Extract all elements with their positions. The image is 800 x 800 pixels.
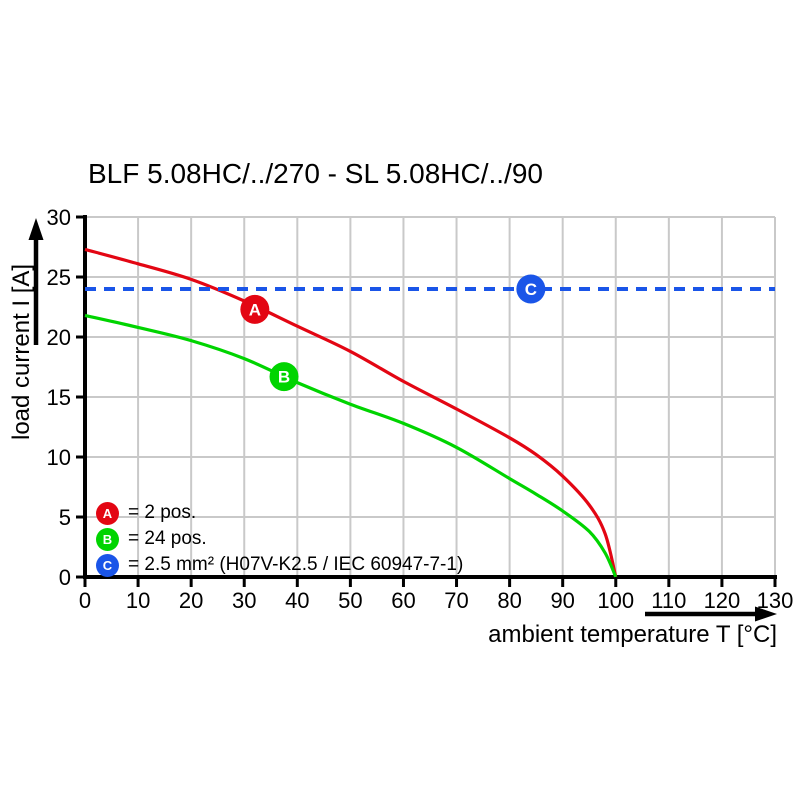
y-axis-arrowhead-icon <box>28 218 44 240</box>
x-axis-arrowhead-icon <box>755 606 777 622</box>
x-tick-label: 70 <box>444 588 468 613</box>
legend-marker-a-icon: A <box>96 501 119 525</box>
y-axis-label: load current I [A] <box>8 263 35 440</box>
y-tick-label: 0 <box>59 565 71 590</box>
legend-item-a-label: = 2 pos. <box>128 502 197 523</box>
legend-marker-c-icon: C <box>96 553 119 577</box>
marker-c-icon <box>516 274 546 304</box>
marker-a-icon <box>240 294 270 324</box>
chart-title: BLF 5.08HC/../270 - SL 5.08HC/../90 <box>88 158 543 189</box>
marker-b-icon <box>269 362 299 392</box>
x-tick-label: 50 <box>338 588 362 613</box>
x-tick-label: 130 <box>757 588 794 613</box>
x-tick-label: 0 <box>79 588 91 613</box>
x-tick-label: 100 <box>597 588 634 613</box>
x-tick-label: 60 <box>391 588 415 613</box>
y-tick-label: 15 <box>47 385 71 410</box>
x-tick-label: 120 <box>704 588 741 613</box>
y-tick-label: 10 <box>47 445 71 470</box>
marker-c-label: C <box>525 280 537 299</box>
x-tick-label: 20 <box>179 588 203 613</box>
curve-a <box>84 247 618 578</box>
x-tick-label: 80 <box>497 588 521 613</box>
y-tick-label: 30 <box>47 205 71 230</box>
legend-marker-b-icon: B <box>96 527 119 551</box>
x-tick-label: 10 <box>126 588 150 613</box>
x-axis-label: ambient temperature T [°C] <box>488 621 777 648</box>
y-tick-label: 5 <box>59 505 71 530</box>
marker-a-label: A <box>249 300 261 319</box>
y-tick-label: 20 <box>47 325 71 350</box>
legend: A = 2 pos. B = 24 pos. C = 2.5 mm² (H07V… <box>96 501 464 577</box>
legend-item-c-label: = 2.5 mm² (H07V-K2.5 / IEC 60947-7-1) <box>128 554 464 575</box>
legend-item-a: A = 2 pos. <box>96 501 463 525</box>
legend-item-b: B = 24 pos. <box>96 527 463 551</box>
curve-b <box>84 313 618 578</box>
legend-item-b-label: = 24 pos. <box>128 528 207 549</box>
x-tick-label: 40 <box>285 588 309 613</box>
x-tick-label: 110 <box>651 588 686 613</box>
x-tick-label: 90 <box>550 588 574 613</box>
x-tick-label: 30 <box>232 588 256 613</box>
legend-item-c: C = 2.5 mm² (H07V-K2.5 / IEC 60947-7-1) <box>96 553 464 577</box>
y-tick-label: 25 <box>47 265 71 290</box>
marker-b-label: B <box>278 368 290 387</box>
